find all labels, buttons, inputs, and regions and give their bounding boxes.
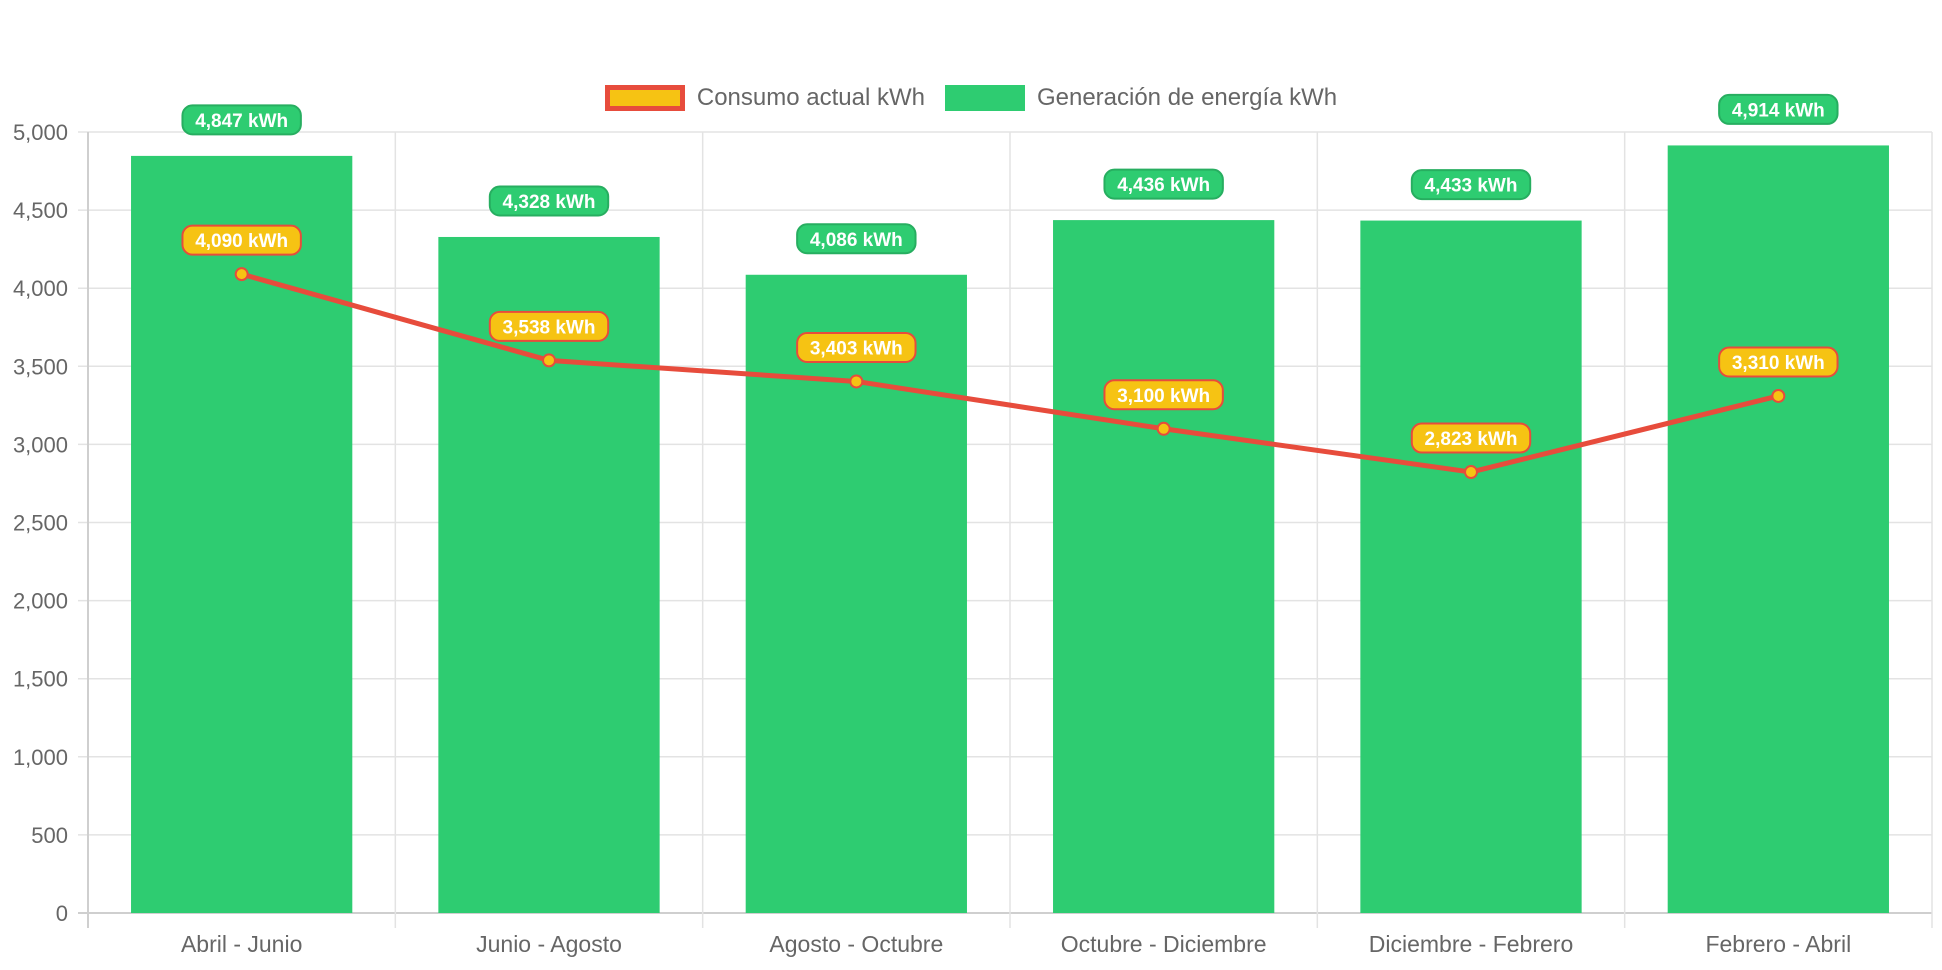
- data-label-consumo-box: [1103, 379, 1224, 411]
- point-consumo: [849, 374, 864, 389]
- bar-generacion: [1053, 220, 1275, 913]
- x-tick-label: Octubre - Diciembre: [1061, 931, 1267, 957]
- y-tick-label: 4,500: [13, 198, 68, 223]
- data-label-generacion: 4,328 kWh: [488, 185, 610, 217]
- data-label-generacion-box: [1718, 93, 1839, 125]
- y-tick-label: 4,000: [13, 276, 68, 301]
- data-label-generacion: 4,433 kWh: [1410, 169, 1532, 201]
- bar-generacion: [438, 236, 660, 913]
- data-label-consumo: 4,090 kWh: [181, 224, 302, 256]
- y-tick-label: 0: [56, 901, 68, 926]
- data-label-consumo-box: [181, 224, 302, 256]
- legend: Consumo actual kWh Generación de energía…: [0, 84, 1942, 112]
- data-label-generacion: 4,436 kWh: [1103, 168, 1224, 200]
- legend-item-generacion[interactable]: Generación de energía kWh: [944, 84, 1338, 112]
- data-label-generacion-text: 4,328 kWh: [503, 192, 596, 213]
- data-label-consumo: 3,310 kWh: [1718, 346, 1839, 378]
- point-consumo: [1464, 465, 1478, 480]
- y-tick-label: 5,000: [13, 120, 68, 145]
- x-tick-label: Junio - Agosto: [476, 931, 622, 957]
- data-label-consumo-box: [488, 310, 610, 342]
- series-line-consumo: [240, 271, 1779, 475]
- data-label-consumo-text: 4,090 kWh: [195, 231, 288, 252]
- data-label-consumo: 3,538 kWh: [488, 310, 610, 342]
- x-tick-label: Diciembre - Febrero: [1369, 931, 1574, 957]
- y-tick-label: 500: [31, 823, 68, 848]
- data-label-generacion-box: [1103, 168, 1224, 200]
- point-consumo: [542, 353, 556, 368]
- data-label-consumo-box: [1410, 422, 1532, 454]
- point-consumo: [1156, 421, 1171, 436]
- x-tick-label: Febrero - Abril: [1705, 931, 1851, 957]
- data-label-generacion: 4,086 kWh: [796, 223, 917, 255]
- bar-generacion: [131, 155, 353, 913]
- data-label-consumo-box: [796, 331, 917, 363]
- data-label-consumo-text: 3,403 kWh: [810, 338, 903, 359]
- x-tick-label: Agosto - Octubre: [769, 931, 943, 957]
- y-tick-label: 1,500: [13, 667, 68, 692]
- point-consumo: [1771, 388, 1786, 403]
- data-label-generacion-box: [1410, 169, 1532, 201]
- data-label-consumo: 3,100 kWh: [1103, 379, 1224, 411]
- data-label-generacion-text: 4,847 kWh: [195, 111, 288, 132]
- data-label-consumo: 2,823 kWh: [1410, 422, 1532, 454]
- y-tick-label: 2,500: [13, 511, 68, 536]
- data-label-generacion-text: 4,086 kWh: [810, 230, 903, 251]
- y-tick-label: 3,500: [13, 354, 68, 379]
- data-label-generacion-box: [796, 223, 917, 255]
- data-label-consumo-text: 3,100 kWh: [1117, 386, 1210, 407]
- bar-generacion: [745, 274, 967, 913]
- data-label-generacion: 4,914 kWh: [1718, 93, 1839, 125]
- bar-generacion: [1667, 145, 1889, 913]
- legend-swatch-consumo: [604, 85, 685, 111]
- x-tick-label: Abril - Junio: [181, 931, 302, 957]
- y-tick-label: 1,000: [13, 745, 68, 770]
- data-label-generacion-box: [181, 104, 302, 136]
- y-tick-label: 2,000: [13, 589, 68, 614]
- data-label-generacion-text: 4,914 kWh: [1732, 100, 1825, 121]
- legend-label-generacion: Generación de energía kWh: [1036, 84, 1338, 111]
- legend-item-consumo[interactable]: Consumo actual kWh: [604, 84, 925, 112]
- data-label-generacion-box: [488, 185, 610, 217]
- point-consumo: [234, 267, 249, 282]
- bar-generacion: [1360, 220, 1582, 913]
- data-label-consumo: 3,403 kWh: [796, 331, 917, 363]
- data-label-consumo-text: 2,823 kWh: [1425, 429, 1518, 450]
- data-label-generacion-text: 4,436 kWh: [1117, 175, 1210, 196]
- y-tick-label: 3,000: [13, 432, 68, 457]
- data-label-generacion-text: 4,433 kWh: [1425, 176, 1518, 197]
- legend-swatch-generacion: [944, 85, 1025, 111]
- data-label-generacion: 4,847 kWh: [181, 104, 302, 136]
- data-label-consumo-text: 3,310 kWh: [1732, 353, 1825, 374]
- data-label-consumo-box: [1718, 346, 1839, 378]
- data-label-consumo-text: 3,538 kWh: [503, 317, 596, 338]
- legend-label-consumo: Consumo actual kWh: [696, 84, 925, 111]
